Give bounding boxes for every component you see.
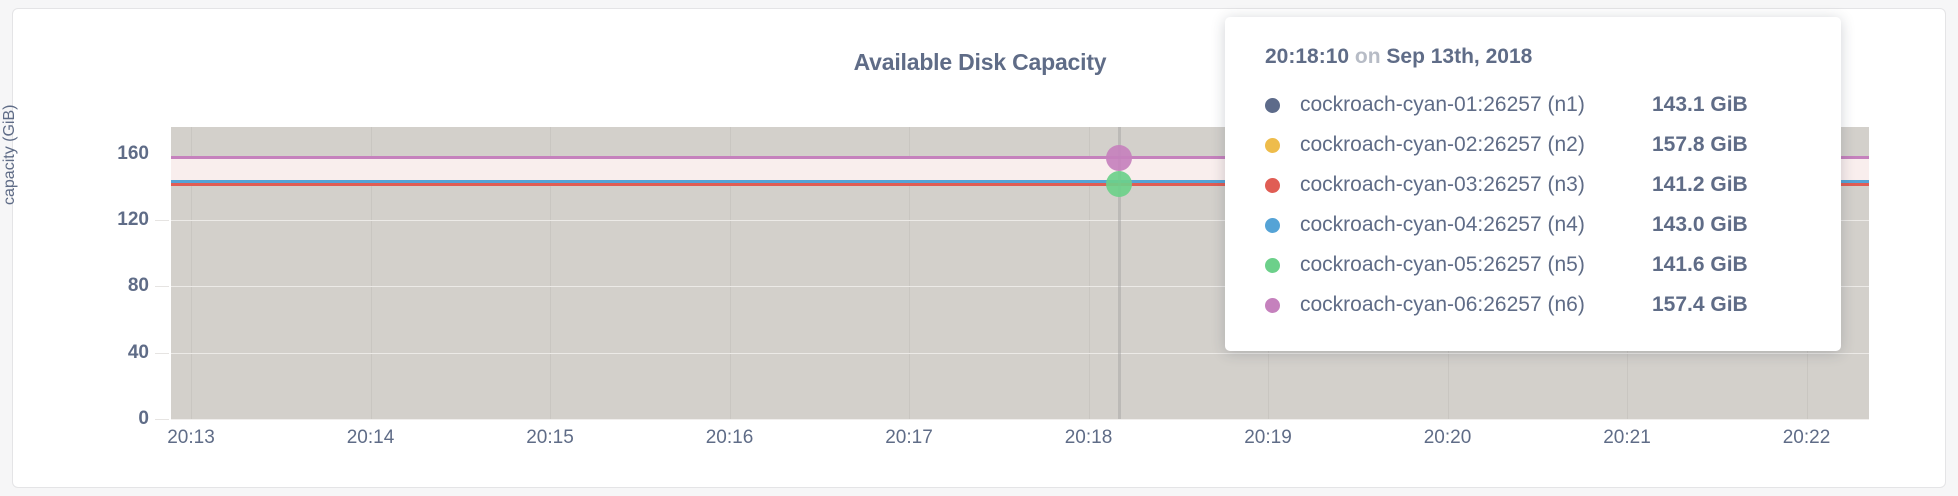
tooltip-series-value: 157.4 GiB bbox=[1652, 293, 1748, 316]
x-tick-label: 20:14 bbox=[346, 427, 395, 448]
x-gridline bbox=[370, 127, 372, 419]
tooltip-on-word: on bbox=[1354, 45, 1381, 68]
tooltip-header: 20:18:10 on Sep 13th, 2018 bbox=[1265, 45, 1807, 69]
tooltip-row: cockroach-cyan-02:26257 (n2) 157.8 GiB bbox=[1265, 125, 1807, 165]
chart-card: Available Disk Capacity capacity (GiB) 1… bbox=[1, 8, 1946, 488]
x-tick-label: 20:20 bbox=[1423, 427, 1472, 448]
tooltip-series-value: 141.6 GiB bbox=[1652, 253, 1748, 276]
y-tick-label: 40 bbox=[127, 341, 149, 363]
tooltip-series-name: cockroach-cyan-03:26257 (n3) bbox=[1300, 173, 1585, 196]
y-gridline bbox=[171, 286, 1869, 288]
tooltip-row: cockroach-cyan-04:26257 (n4) 143.0 GiB bbox=[1265, 205, 1807, 245]
y-tick-label: 80 bbox=[127, 275, 149, 297]
x-gridline bbox=[550, 127, 551, 419]
tooltip-series-name: cockroach-cyan-05:26257 (n5) bbox=[1300, 253, 1585, 276]
tooltip-series-name: cockroach-cyan-04:26257 (n4) bbox=[1300, 213, 1585, 236]
tooltip-row: cockroach-cyan-05:26257 (n5) 141.6 GiB bbox=[1265, 245, 1807, 285]
x-tick-label: 20:13 bbox=[167, 427, 215, 448]
x-tick-label: 20:21 bbox=[1603, 427, 1651, 448]
tooltip-series-value: 143.1 GiB bbox=[1652, 93, 1748, 116]
y-tick-label: 160 bbox=[117, 142, 149, 164]
tooltip-series-name: cockroach-cyan-06:26257 (n6) bbox=[1300, 293, 1585, 316]
x-tick-label: 20:22 bbox=[1782, 427, 1831, 448]
tooltip-series-list: cockroach-cyan-01:26257 (n1) 143.1 GiB coc… bbox=[1265, 85, 1807, 325]
series-dot-n6 bbox=[1265, 297, 1280, 313]
y-gridline bbox=[171, 219, 1869, 221]
x-gridline bbox=[191, 127, 192, 419]
series-line bbox=[171, 180, 1869, 184]
y-tick-mark bbox=[155, 286, 169, 288]
series-dot-n3 bbox=[1265, 177, 1280, 193]
x-gridline bbox=[729, 127, 731, 419]
x-tick-label: 20:18 bbox=[1064, 427, 1113, 448]
x-tick-label: 20:19 bbox=[1244, 427, 1292, 448]
hover-marker bbox=[1106, 171, 1132, 198]
y-tick-label: 120 bbox=[117, 208, 149, 230]
y-tick-mark bbox=[155, 419, 169, 420]
x-gridline bbox=[909, 127, 910, 419]
y-tick-mark bbox=[155, 352, 169, 354]
x-tick-label: 20:16 bbox=[705, 427, 754, 448]
tooltip-series-name: cockroach-cyan-02:26257 (n2) bbox=[1300, 133, 1585, 156]
x-gridline bbox=[1088, 127, 1090, 419]
y-tick-mark bbox=[155, 219, 169, 221]
y-gridline bbox=[171, 419, 1869, 420]
tooltip-row: cockroach-cyan-06:26257 (n6) 157.4 GiB bbox=[1265, 285, 1807, 325]
series-dot-n4 bbox=[1265, 217, 1280, 233]
hover-tooltip: 20:18:10 on Sep 13th, 2018 cockroach-cya… bbox=[1225, 17, 1841, 351]
y-axis-label: capacity (GiB) bbox=[1, 104, 18, 205]
series-dot-n2 bbox=[1265, 137, 1280, 153]
hover-marker bbox=[1106, 144, 1132, 171]
series-dot-n1 bbox=[1265, 97, 1280, 113]
tooltip-row: cockroach-cyan-03:26257 (n3) 141.2 GiB bbox=[1265, 165, 1807, 205]
tooltip-date: Sep 13th, 2018 bbox=[1386, 45, 1533, 68]
x-tick-label: 20:17 bbox=[885, 427, 933, 448]
tooltip-series-value: 141.2 GiB bbox=[1652, 173, 1748, 196]
tooltip-series-value: 143.0 GiB bbox=[1652, 213, 1748, 236]
tooltip-series-name: cockroach-cyan-01:26257 (n1) bbox=[1300, 93, 1585, 116]
tooltip-series-value: 157.8 GiB bbox=[1652, 133, 1748, 156]
chart-title: Available Disk Capacity bbox=[853, 49, 1107, 75]
series-line bbox=[171, 183, 1869, 187]
hover-crosshair bbox=[1117, 127, 1121, 419]
x-tick-label: 20:15 bbox=[526, 427, 574, 448]
y-tick-label: 0 bbox=[138, 408, 149, 429]
series-dot-n5 bbox=[1265, 257, 1280, 273]
tooltip-row: cockroach-cyan-01:26257 (n1) 143.1 GiB bbox=[1265, 85, 1807, 125]
tooltip-time: 20:18:10 bbox=[1265, 45, 1350, 68]
series-line bbox=[171, 156, 1869, 160]
y-gridline bbox=[171, 352, 1869, 354]
